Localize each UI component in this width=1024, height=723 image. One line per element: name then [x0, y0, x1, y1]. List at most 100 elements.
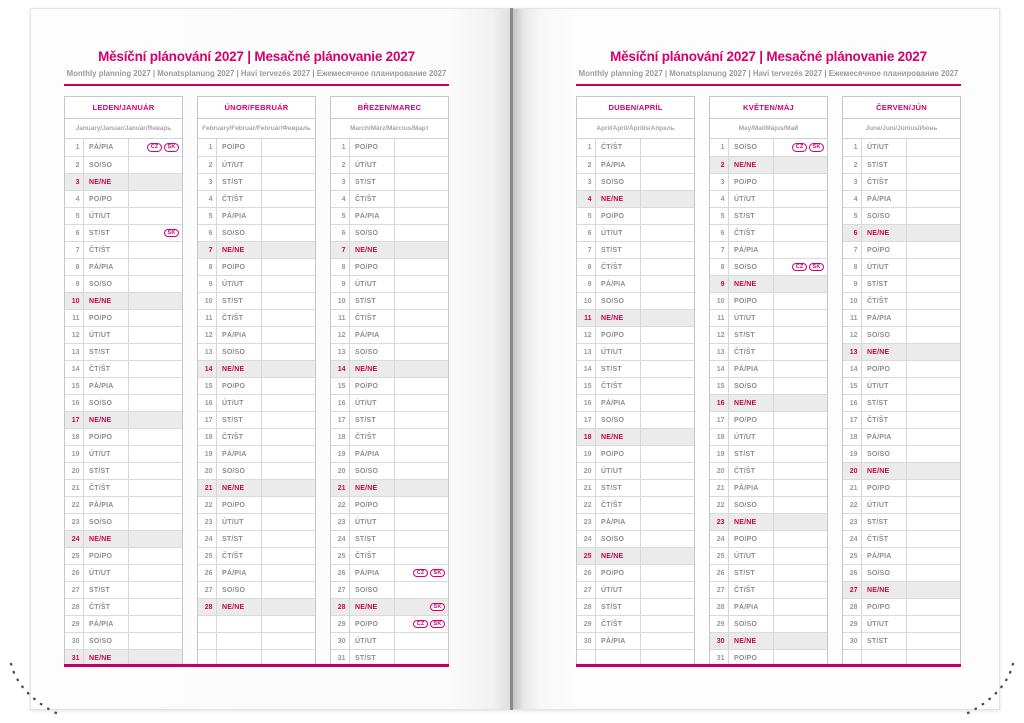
day-number: 25: [843, 548, 862, 564]
notes-cell: [262, 531, 315, 547]
day-name: NE/NE: [862, 225, 907, 241]
day-name: SO/SO: [729, 616, 774, 632]
day-number: 7: [65, 242, 84, 258]
day-row: 27 SO/SO: [198, 581, 315, 598]
notes-cell: [641, 480, 694, 496]
day-row: 25 NE/NE: [577, 547, 694, 564]
day-number: 22: [65, 497, 84, 513]
notes-cell: [641, 565, 694, 581]
notes-cell: [129, 497, 182, 513]
day-number: [577, 650, 596, 666]
day-name: NE/NE: [350, 242, 395, 258]
day-number: 12: [843, 327, 862, 343]
day-row: 12 ÚT/UT: [65, 326, 182, 343]
day-row: 31 PO/PO: [710, 649, 827, 666]
day-number: 18: [65, 429, 84, 445]
day-row: 22 ČT/ŠT: [577, 496, 694, 513]
day-name: SO/SO: [729, 497, 774, 513]
day-row: 17 ST/ST: [198, 411, 315, 428]
notes-cell: [395, 191, 448, 207]
day-name: ÚT/UT: [862, 497, 907, 513]
day-number: 27: [65, 582, 84, 598]
notes-cell: SK: [129, 225, 182, 241]
day-number: 9: [577, 276, 596, 292]
day-number: 29: [710, 616, 729, 632]
day-name: ST/ST: [862, 633, 907, 649]
notes-cell: [395, 446, 448, 462]
day-name: PO/PO: [217, 139, 262, 156]
notes-cell: [774, 514, 827, 530]
day-name: PÁ/PIA: [729, 242, 774, 258]
day-name: ČT/ŠT: [862, 293, 907, 309]
day-row: 11 ČT/ŠT: [198, 309, 315, 326]
day-row: 8 ČT/ŠT: [577, 258, 694, 275]
day-row: 28 PO/PO: [843, 598, 960, 615]
day-name: PÁ/PIA: [596, 633, 641, 649]
day-name: PÁ/PIA: [217, 446, 262, 462]
notes-cell: [641, 582, 694, 598]
notes-cell: [907, 463, 960, 479]
day-name: [217, 650, 262, 666]
notes-cell: [641, 633, 694, 649]
day-number: 8: [331, 259, 350, 275]
day-row: 21 PÁ/PIA: [710, 479, 827, 496]
day-row: 11 PO/PO: [65, 309, 182, 326]
notes-cell: [395, 344, 448, 360]
notes-cell: [641, 310, 694, 326]
day-row: 25 PÁ/PIA: [843, 547, 960, 564]
day-name: PO/PO: [84, 191, 129, 207]
day-number: 13: [331, 344, 350, 360]
day-row: 24 ČT/ŠT: [843, 530, 960, 547]
day-number: 28: [843, 599, 862, 615]
day-row: 18 PÁ/PIA: [843, 428, 960, 445]
notes-cell: [907, 225, 960, 241]
day-name: ČT/ŠT: [217, 548, 262, 564]
day-row: 14 ST/ST: [577, 360, 694, 377]
notes-cell: [907, 429, 960, 445]
day-number: 3: [198, 174, 217, 190]
day-row: 8 ÚT/UT: [843, 258, 960, 275]
day-name: PÁ/PIA: [596, 157, 641, 173]
day-number: 6: [331, 225, 350, 241]
notes-cell: [774, 276, 827, 292]
day-row: 6 SO/SO: [331, 224, 448, 241]
notes-cell: [641, 378, 694, 394]
day-number: 29: [577, 616, 596, 632]
notes-cell: [262, 429, 315, 445]
notes-cell: [774, 310, 827, 326]
day-row: 8 PO/PO: [331, 258, 448, 275]
day-name: ČT/ŠT: [596, 139, 641, 156]
day-number: 20: [65, 463, 84, 479]
day-number: 3: [843, 174, 862, 190]
day-name: ÚT/UT: [596, 582, 641, 598]
notes-cell: [774, 412, 827, 428]
day-row: 5 ÚT/UT: [65, 207, 182, 224]
day-row: 19 PO/PO: [577, 445, 694, 462]
day-row: 29 SO/SO: [710, 615, 827, 632]
notes-cell: [774, 463, 827, 479]
day-row: 22 PO/PO: [331, 496, 448, 513]
day-name: ÚT/UT: [596, 344, 641, 360]
day-number: 1: [331, 139, 350, 156]
day-number: 11: [577, 310, 596, 326]
day-name: NE/NE: [729, 157, 774, 173]
day-row: 30 ÚT/UT: [331, 632, 448, 649]
day-row: 27 ST/ST: [65, 581, 182, 598]
day-name: ČT/ŠT: [350, 548, 395, 564]
day-row: 9 ÚT/UT: [198, 275, 315, 292]
day-name: ÚT/UT: [217, 157, 262, 173]
day-name: ÚT/UT: [350, 157, 395, 173]
day-row: 5 PO/PO: [577, 207, 694, 224]
day-row: 31 NE/NE: [65, 649, 182, 666]
day-row: 21 PO/PO: [843, 479, 960, 496]
day-row: 29 PO/PO CZ SK: [331, 615, 448, 632]
notes-cell: [641, 157, 694, 173]
day-name: PO/PO: [350, 497, 395, 513]
notes-cell: [641, 242, 694, 258]
day-name: PÁ/PIA: [350, 565, 395, 581]
day-row: 30 PÁ/PIA: [577, 632, 694, 649]
day-row: 23 PÁ/PIA: [577, 513, 694, 530]
notes-cell: [262, 327, 315, 343]
notes-cell: [907, 582, 960, 598]
day-name: PÁ/PIA: [84, 378, 129, 394]
